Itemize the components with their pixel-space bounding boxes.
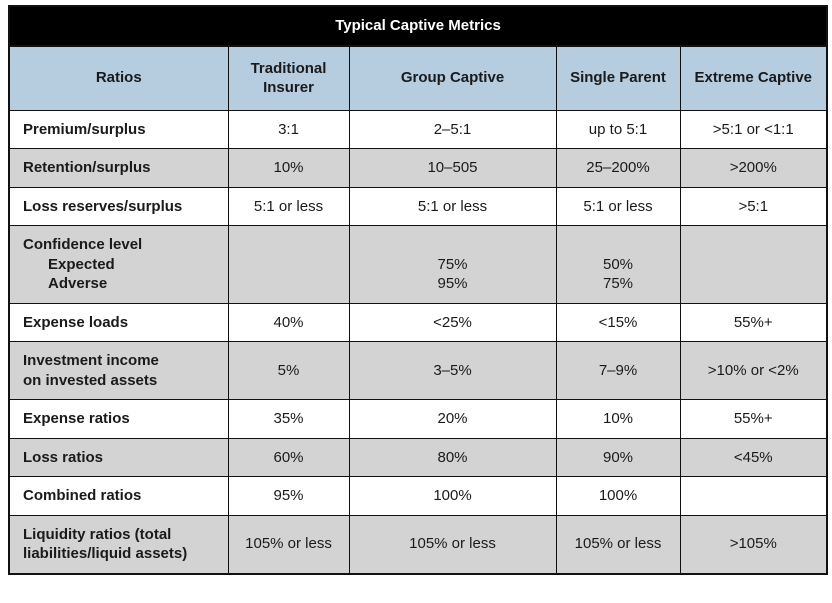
cell-value: up to 5:1 <box>555 109 681 149</box>
cell-value: <15% <box>555 302 681 342</box>
cell-value: 5:1 or less <box>227 186 350 226</box>
cell-value: 105% or less <box>348 514 557 574</box>
cell-value: 5% <box>227 341 350 400</box>
cell-value: 3–5% <box>348 341 557 400</box>
cell-value: >105% <box>679 514 828 574</box>
cell-value: >10% or <2% <box>679 341 828 400</box>
row-label: Expense loads <box>8 302 229 342</box>
captive-metrics-table: Typical Captive Metrics Ratios Tradition… <box>8 5 828 575</box>
column-header-group-captive: Group Captive <box>348 45 557 111</box>
row-label: Confidence level Expected Adverse <box>8 225 229 304</box>
cell-value: 20% <box>348 399 557 439</box>
table-row-combined-ratios: Combined ratios 95% 100% 100% <box>8 476 828 516</box>
cell-value: 95% <box>227 476 350 516</box>
cell-value: 40% <box>227 302 350 342</box>
table-row-expense-ratios: Expense ratios 35% 20% 10% 55%+ <box>8 399 828 439</box>
cell-value: <25% <box>348 302 557 342</box>
table-row-expense-loads: Expense loads 40% <25% <15% 55%+ <box>8 302 828 342</box>
cell-value: >200% <box>679 148 828 188</box>
cell-value: 35% <box>227 399 350 439</box>
row-label: Combined ratios <box>8 476 229 516</box>
cell-value: 25–200% <box>555 148 681 188</box>
table-row-retention-surplus: Retention/surplus 10% 10–505 25–200% >20… <box>8 148 828 188</box>
row-label: Liquidity ratios (total liabilities/liqu… <box>8 514 229 574</box>
table-row-liquidity-ratios: Liquidity ratios (total liabilities/liqu… <box>8 514 828 574</box>
cell-value: 80% <box>348 437 557 477</box>
table-row-premium-surplus: Premium/surplus 3:1 2–5:1 up to 5:1 >5:1… <box>8 109 828 149</box>
cell-value: 100% <box>348 476 557 516</box>
cell-value: 5:1 or less <box>348 186 557 226</box>
cell-value: 10–505 <box>348 148 557 188</box>
cell-value <box>227 225 350 304</box>
cell-value: 55%+ <box>679 399 828 439</box>
cell-value: >5:1 or <1:1 <box>679 109 828 149</box>
column-header-single-parent: Single Parent <box>555 45 681 111</box>
table-row-loss-ratios: Loss ratios 60% 80% 90% <45% <box>8 437 828 477</box>
cell-value: 90% <box>555 437 681 477</box>
cell-value: >5:1 <box>679 186 828 226</box>
row-label: Loss ratios <box>8 437 229 477</box>
cell-value: 3:1 <box>227 109 350 149</box>
column-header-row: Ratios Traditional Insurer Group Captive… <box>8 45 828 111</box>
cell-value: 105% or less <box>227 514 350 574</box>
cell-value: 60% <box>227 437 350 477</box>
column-header-traditional-insurer: Traditional Insurer <box>227 45 350 111</box>
cell-value: 75% 95% <box>348 225 557 304</box>
row-label: Loss reserves/surplus <box>8 186 229 226</box>
cell-value: 5:1 or less <box>555 186 681 226</box>
row-label: Premium/surplus <box>8 109 229 149</box>
column-header-extreme-captive: Extreme Captive <box>679 45 828 111</box>
cell-value: 100% <box>555 476 681 516</box>
cell-value <box>679 476 828 516</box>
cell-value: 7–9% <box>555 341 681 400</box>
table-row-confidence-level: Confidence level Expected Adverse 75% 95… <box>8 225 828 304</box>
row-label: Retention/surplus <box>8 148 229 188</box>
table-title: Typical Captive Metrics <box>8 5 828 47</box>
table-row-loss-reserves-surplus: Loss reserves/surplus 5:1 or less 5:1 or… <box>8 186 828 226</box>
column-header-ratios: Ratios <box>8 45 229 111</box>
cell-value: 10% <box>555 399 681 439</box>
cell-value: 55%+ <box>679 302 828 342</box>
cell-value: 50% 75% <box>555 225 681 304</box>
cell-value <box>679 225 828 304</box>
cell-value: 10% <box>227 148 350 188</box>
row-label: Expense ratios <box>8 399 229 439</box>
cell-value: 2–5:1 <box>348 109 557 149</box>
row-label: Investment income on invested assets <box>8 341 229 400</box>
cell-value: <45% <box>679 437 828 477</box>
cell-value: 105% or less <box>555 514 681 574</box>
title-row: Typical Captive Metrics <box>8 5 828 47</box>
table-row-investment-income: Investment income on invested assets 5% … <box>8 341 828 400</box>
